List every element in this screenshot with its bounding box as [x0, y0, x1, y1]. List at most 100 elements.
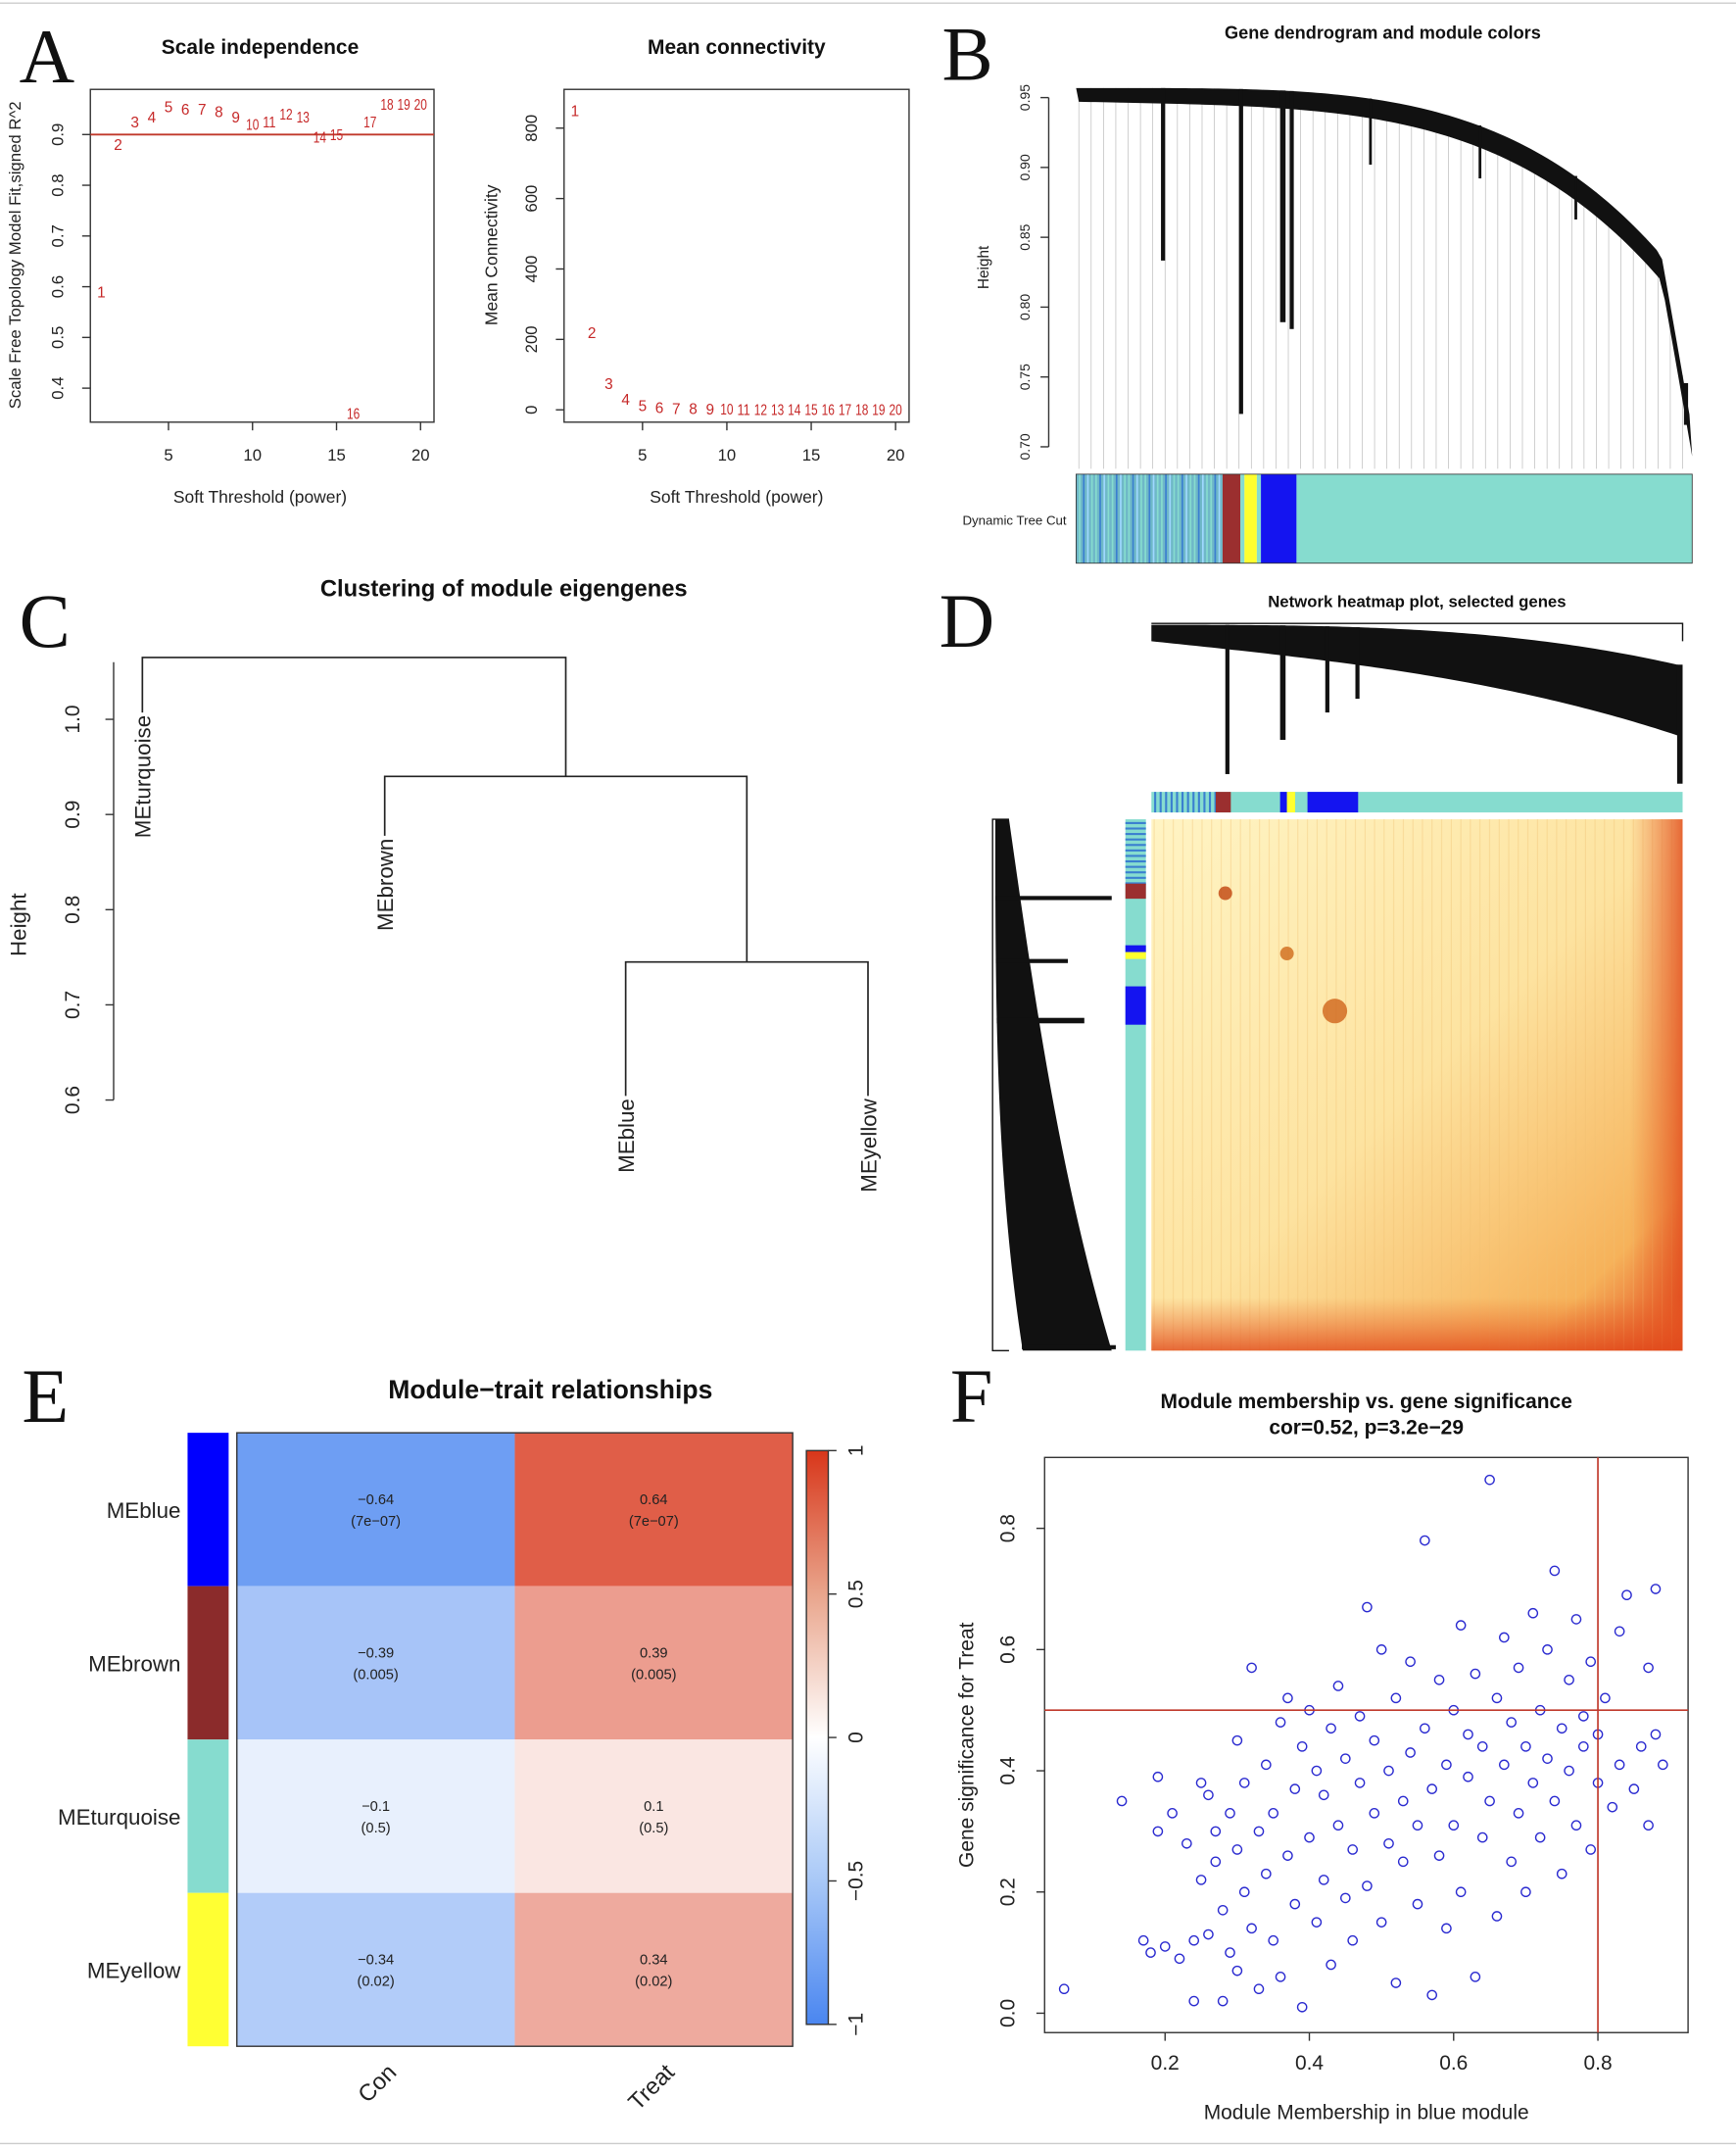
gene-point: [1520, 1740, 1531, 1752]
panel-label-f: F: [950, 1353, 993, 1439]
gene-point: [1556, 1723, 1567, 1734]
power-point: 3: [130, 115, 139, 131]
module-block: [1279, 947, 1294, 961]
module-color-segment: [1256, 473, 1262, 563]
module-color-stripe: [1181, 473, 1183, 563]
gene-point: [1390, 1692, 1402, 1704]
power-point: 5: [165, 99, 173, 116]
dendrogram-spike: [1478, 125, 1482, 179]
power-point: 13: [297, 110, 310, 126]
gene-point: [1174, 1953, 1185, 1965]
dendrogram-spike: [1683, 382, 1689, 425]
gene-point: [1246, 1662, 1257, 1674]
cell-correlation: −0.64: [358, 1492, 394, 1508]
top-color-stripe: [1186, 792, 1189, 813]
cell-correlation: −0.39: [358, 1645, 394, 1661]
power-point: 16: [347, 407, 360, 423]
module-color-stripe: [1099, 473, 1101, 563]
gene-point: [1433, 1850, 1445, 1861]
row-label: MEblue: [107, 1498, 181, 1523]
gene-point: [1296, 1740, 1308, 1752]
power-point: 6: [181, 102, 190, 119]
leaf-label: MEblue: [614, 1098, 639, 1173]
gene-point: [1116, 1795, 1128, 1807]
top-color-stripe: [1159, 792, 1162, 813]
colorbar-tick-label: −1: [844, 2013, 867, 2036]
top-color-stripe: [1208, 792, 1212, 813]
top-dendrogram: [1151, 624, 1683, 738]
gene-point: [1268, 1808, 1279, 1819]
y-tick-label: 0.4: [48, 376, 67, 399]
top-color-stripe: [1176, 792, 1179, 813]
module-color-stripe: [1094, 473, 1097, 563]
x-tick-label: 15: [327, 446, 346, 464]
a2-ylabel: Mean Connectivity: [481, 184, 501, 325]
panel-label-a: A: [20, 14, 75, 99]
module-color-stripe: [1193, 473, 1196, 563]
top-dendrogram-spike: [1325, 626, 1329, 713]
module-color-swatch: [187, 1892, 229, 2047]
gene-point: [1433, 1674, 1445, 1685]
gene-point: [1210, 1826, 1222, 1837]
colorbar-tick-label: 1: [844, 1444, 867, 1456]
side-dendrogram-spike: [1022, 1344, 1116, 1349]
gene-point: [1231, 1734, 1243, 1746]
gene-point: [1152, 1771, 1164, 1782]
colorbar-tick-label: −0.5: [844, 1861, 867, 1901]
gene-point: [1635, 1740, 1647, 1752]
module-color-stripe: [1148, 473, 1151, 563]
gene-point: [1484, 1474, 1495, 1486]
panel-label-b: B: [941, 11, 992, 96]
module-color-stripe: [1197, 473, 1200, 563]
dendrogram-spike: [1161, 87, 1166, 261]
b-ylabel: Height: [976, 245, 992, 289]
top-color-segment: [1215, 792, 1231, 813]
gene-point: [1326, 1959, 1336, 1971]
y-tick-label: 0.70: [1017, 433, 1033, 460]
y-tick-label: 0.9: [62, 801, 84, 829]
module-color-stripe: [1185, 473, 1187, 563]
gene-point: [1643, 1662, 1654, 1674]
module-trait-title: Module−trait relationships: [388, 1375, 712, 1404]
gene-point: [1203, 1789, 1214, 1801]
gene-point: [1246, 1923, 1257, 1934]
module-color-swatch: [187, 1739, 229, 1893]
f-ylabel: Gene significance for Treat: [956, 1622, 979, 1868]
top-color-stripe: [1214, 792, 1217, 813]
gene-point: [1289, 1898, 1301, 1910]
cell-pvalue: (0.5): [639, 1821, 668, 1836]
top-color-segment: [1286, 792, 1296, 813]
power-point: 19: [872, 402, 885, 418]
gene-point: [1513, 1808, 1524, 1819]
a1-ylabel: Scale Free Topology Model Fit,signed R^2: [6, 101, 24, 409]
power-point: 1: [97, 284, 106, 301]
row-label: MEyellow: [87, 1958, 181, 1982]
network-heatmap-title: Network heatmap plot, selected genes: [1268, 592, 1566, 610]
cell-correlation: 0.34: [640, 1952, 668, 1968]
module-color-stripe: [1161, 473, 1163, 563]
y-tick-label: 0.0: [997, 1999, 1020, 2027]
gene-point: [1463, 1771, 1473, 1782]
side-color-stripe: [1125, 859, 1146, 863]
power-point: 3: [604, 376, 613, 393]
module-color-stripe: [1128, 473, 1131, 563]
gene-point: [1167, 1808, 1178, 1819]
gene-point: [1476, 1831, 1488, 1843]
top-color-stripe: [1181, 792, 1184, 813]
gene-point: [1195, 1875, 1207, 1885]
gene-point: [1231, 1844, 1243, 1855]
side-color-segment: [1125, 945, 1146, 952]
side-color-segment: [1125, 883, 1146, 900]
leaf-label: MEbrown: [373, 839, 398, 931]
module-color-segment: [1296, 473, 1693, 563]
dendrogram-spike: [1279, 90, 1286, 322]
gene-point: [1455, 1620, 1467, 1631]
gene-point: [1556, 1868, 1567, 1880]
x-tick-label: 0.8: [1583, 2052, 1612, 2075]
gene-point: [1426, 1989, 1437, 2001]
module-color-stripe: [1165, 473, 1167, 563]
gene-point: [1347, 1934, 1359, 1946]
module-color-stripe: [1152, 473, 1155, 563]
module-color-stripe: [1090, 473, 1093, 563]
